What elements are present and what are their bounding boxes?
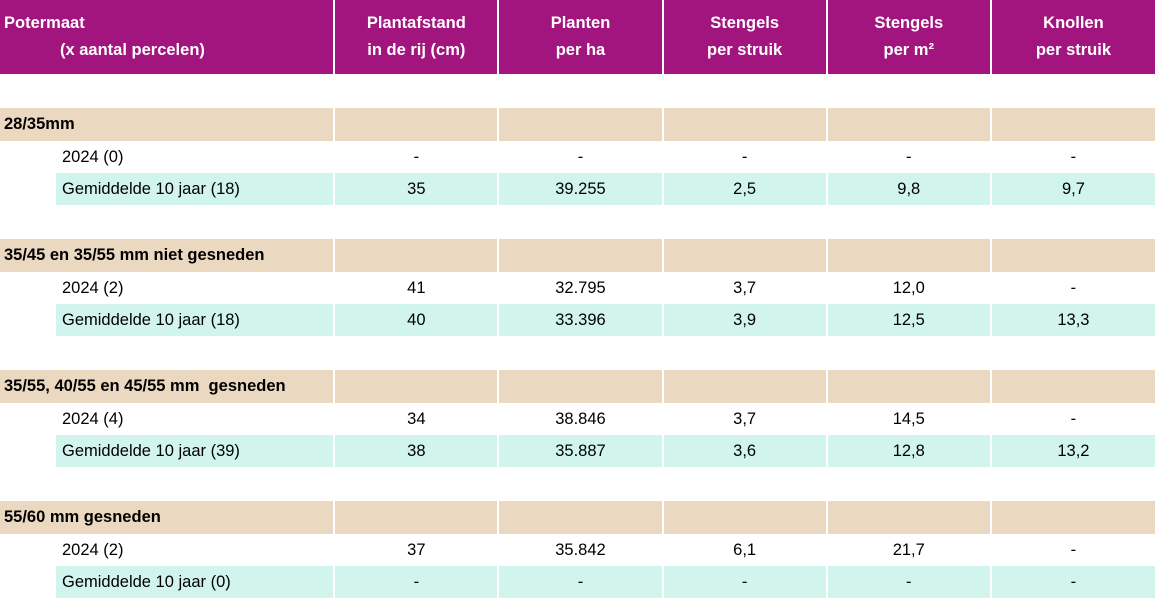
table-row: 2024 (4) 34 38.846 3,7 14,5 - — [0, 403, 1155, 435]
cell-knollen: - — [989, 566, 1155, 598]
cell-stengels-m2: 21,7 — [825, 534, 991, 566]
header-sub-stengels-struik: per struik — [661, 37, 827, 74]
cell-stengels-struik: 2,5 — [661, 173, 827, 205]
header-stengels-m2: Stengels — [825, 0, 991, 37]
cell-planten: 39.255 — [497, 173, 663, 205]
cell-plantafstand: 37 — [333, 534, 499, 566]
cell-planten: 32.795 — [497, 272, 663, 304]
cell-stengels-struik: 3,7 — [661, 272, 827, 304]
row-label: 2024 (2) — [0, 534, 335, 566]
header-sub-planten: per ha — [497, 37, 663, 74]
row-label: Gemiddelde 10 jaar (39) — [0, 435, 335, 467]
header-sub-stengels-m2: per m² — [825, 37, 991, 74]
cell-knollen: 13,2 — [989, 435, 1155, 467]
table-row: Gemiddelde 10 jaar (39) 38 35.887 3,6 12… — [0, 435, 1155, 467]
cell-planten: 38.846 — [497, 403, 663, 435]
group-title: 55/60 mm gesneden — [0, 501, 335, 534]
group-title: 28/35mm — [0, 108, 335, 141]
header-potermaat: Potermaat — [0, 0, 335, 37]
row-label: 2024 (4) — [0, 403, 335, 435]
cell-plantafstand: - — [333, 141, 499, 173]
group-row: 55/60 mm gesneden — [0, 501, 1155, 534]
cell-stengels-struik: - — [661, 141, 827, 173]
header-sub-potermaat: (x aantal percelen) — [0, 37, 335, 74]
cell-knollen: 13,3 — [989, 304, 1155, 336]
spacer — [0, 467, 1155, 501]
cell-stengels-struik: 3,6 — [661, 435, 827, 467]
group-row: 35/55, 40/55 en 45/55 mm gesneden — [0, 370, 1155, 403]
cell-stengels-struik: 3,7 — [661, 403, 827, 435]
spacer — [0, 74, 1155, 108]
row-label: 2024 (0) — [0, 141, 335, 173]
table-header: Potermaat Plantafstand Planten Stengels … — [0, 0, 1155, 74]
cell-knollen: - — [989, 272, 1155, 304]
group-title: 35/45 en 35/55 mm niet gesneden — [0, 239, 335, 272]
table-row: 2024 (2) 41 32.795 3,7 12,0 - — [0, 272, 1155, 304]
header-sub-plantafstand: in de rij (cm) — [333, 37, 499, 74]
cell-plantafstand: 35 — [333, 173, 499, 205]
cell-stengels-m2: 14,5 — [825, 403, 991, 435]
cell-stengels-m2: 12,5 — [825, 304, 991, 336]
cell-stengels-struik: 3,9 — [661, 304, 827, 336]
cell-knollen: - — [989, 534, 1155, 566]
table-row: 2024 (0) - - - - - — [0, 141, 1155, 173]
table-row: 2024 (2) 37 35.842 6,1 21,7 - — [0, 534, 1155, 566]
cell-plantafstand: 34 — [333, 403, 499, 435]
header-stengels-struik: Stengels — [661, 0, 827, 37]
cell-stengels-m2: - — [825, 566, 991, 598]
header-planten: Planten — [497, 0, 663, 37]
cell-stengels-m2: 9,8 — [825, 173, 991, 205]
cell-knollen: 9,7 — [989, 173, 1155, 205]
header-plantafstand: Plantafstand — [333, 0, 499, 37]
group-title: 35/55, 40/55 en 45/55 mm gesneden — [0, 370, 335, 403]
row-label: Gemiddelde 10 jaar (18) — [0, 304, 335, 336]
row-label: Gemiddelde 10 jaar (0) — [0, 566, 335, 598]
table-row: Gemiddelde 10 jaar (18) 35 39.255 2,5 9,… — [0, 173, 1155, 205]
cell-stengels-struik: 6,1 — [661, 534, 827, 566]
spacer — [0, 336, 1155, 370]
cell-stengels-m2: 12,0 — [825, 272, 991, 304]
group-row: 35/45 en 35/55 mm niet gesneden — [0, 239, 1155, 272]
table-row: Gemiddelde 10 jaar (0) - - - - - — [0, 566, 1155, 598]
cell-plantafstand: 41 — [333, 272, 499, 304]
cell-plantafstand: 40 — [333, 304, 499, 336]
cell-knollen: - — [989, 403, 1155, 435]
cell-planten: 35.842 — [497, 534, 663, 566]
cell-plantafstand: - — [333, 566, 499, 598]
cell-planten: - — [497, 141, 663, 173]
cell-stengels-struik: - — [661, 566, 827, 598]
cell-planten: 35.887 — [497, 435, 663, 467]
header-sub-knollen: per struik — [989, 37, 1155, 74]
cell-planten: - — [497, 566, 663, 598]
cell-stengels-m2: - — [825, 141, 991, 173]
cell-knollen: - — [989, 141, 1155, 173]
table-row: Gemiddelde 10 jaar (18) 40 33.396 3,9 12… — [0, 304, 1155, 336]
cell-plantafstand: 38 — [333, 435, 499, 467]
table-body: 28/35mm 2024 (0) - - - - - Gemiddelde 10… — [0, 74, 1155, 598]
cell-planten: 33.396 — [497, 304, 663, 336]
group-row: 28/35mm — [0, 108, 1155, 141]
cell-stengels-m2: 12,8 — [825, 435, 991, 467]
header-knollen: Knollen — [989, 0, 1155, 37]
row-label: Gemiddelde 10 jaar (18) — [0, 173, 335, 205]
row-label: 2024 (2) — [0, 272, 335, 304]
spacer — [0, 205, 1155, 239]
